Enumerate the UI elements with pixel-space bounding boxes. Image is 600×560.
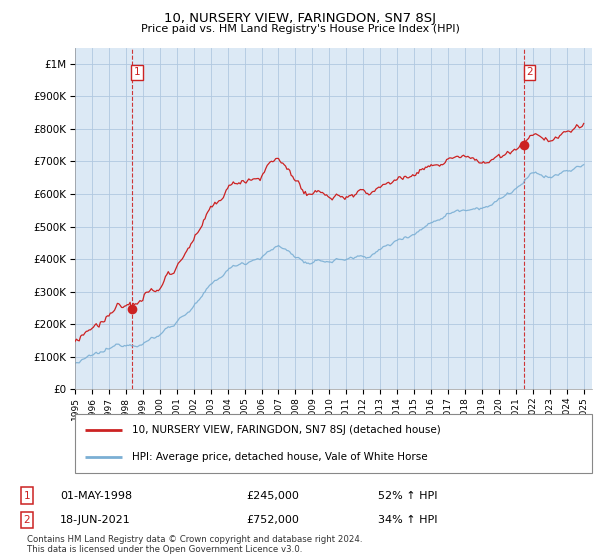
Text: 01-MAY-1998: 01-MAY-1998: [60, 491, 132, 501]
Text: 52% ↑ HPI: 52% ↑ HPI: [378, 491, 437, 501]
Text: 1: 1: [134, 67, 140, 77]
Text: 18-JUN-2021: 18-JUN-2021: [60, 515, 131, 525]
Text: HPI: Average price, detached house, Vale of White Horse: HPI: Average price, detached house, Vale…: [132, 452, 428, 463]
Text: 1: 1: [23, 491, 31, 501]
Text: 34% ↑ HPI: 34% ↑ HPI: [378, 515, 437, 525]
Text: 10, NURSERY VIEW, FARINGDON, SN7 8SJ: 10, NURSERY VIEW, FARINGDON, SN7 8SJ: [164, 12, 436, 25]
Text: £752,000: £752,000: [246, 515, 299, 525]
Text: 10, NURSERY VIEW, FARINGDON, SN7 8SJ (detached house): 10, NURSERY VIEW, FARINGDON, SN7 8SJ (de…: [132, 425, 440, 435]
Text: Price paid vs. HM Land Registry's House Price Index (HPI): Price paid vs. HM Land Registry's House …: [140, 24, 460, 34]
Text: 2: 2: [526, 67, 533, 77]
Text: £245,000: £245,000: [246, 491, 299, 501]
Text: 2: 2: [23, 515, 31, 525]
Text: Contains HM Land Registry data © Crown copyright and database right 2024.
This d: Contains HM Land Registry data © Crown c…: [27, 535, 362, 554]
